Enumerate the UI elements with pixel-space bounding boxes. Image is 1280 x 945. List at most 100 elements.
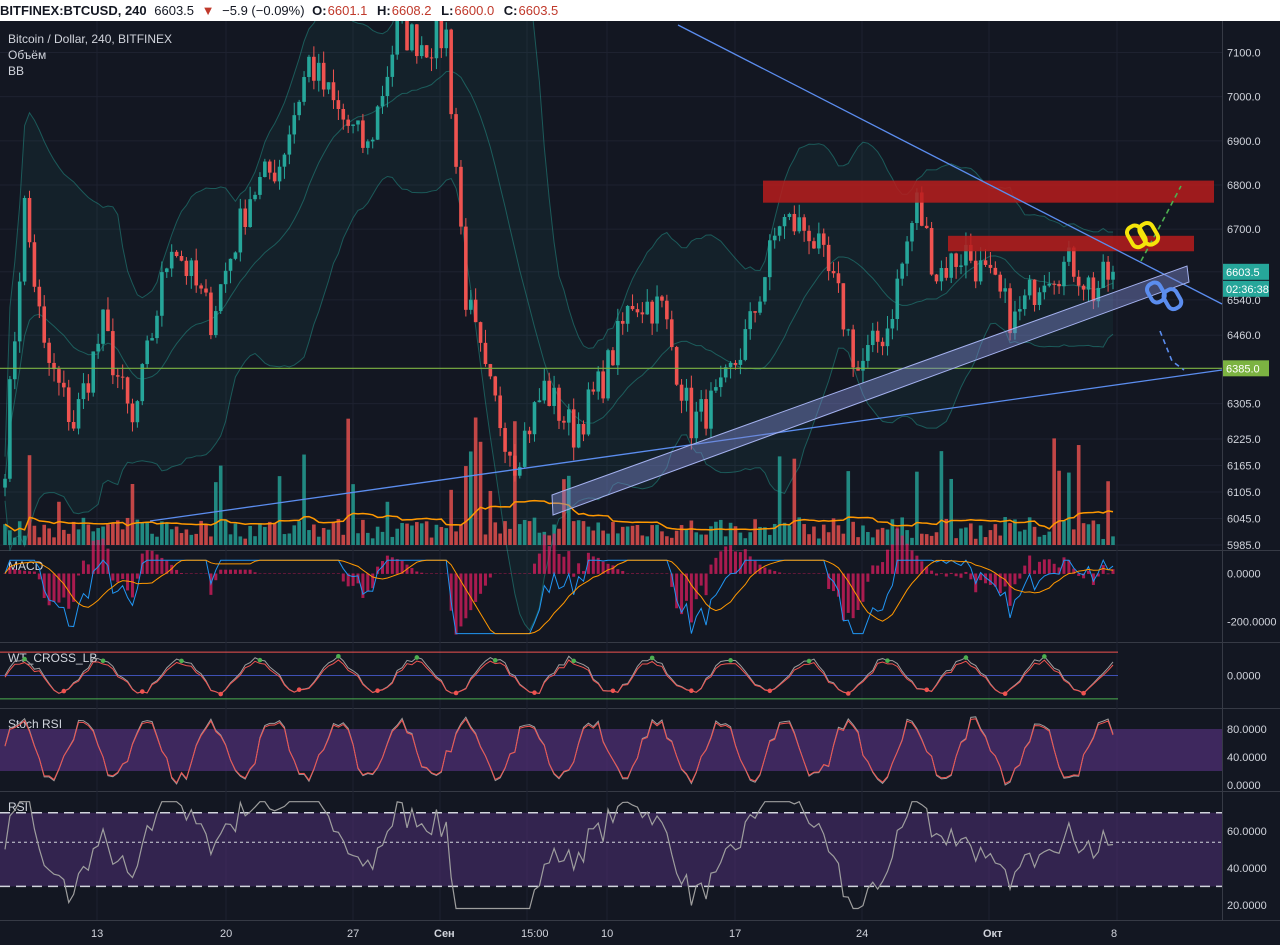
macd-hist-bar (606, 563, 610, 574)
candle-body (797, 217, 802, 232)
macd-hist-bar (645, 573, 649, 574)
candle-body (410, 24, 414, 51)
volume-bar (96, 528, 100, 545)
volume-bar (209, 536, 213, 545)
candle-body (199, 285, 203, 289)
wt-cross-dot (689, 688, 694, 694)
volume-bar (870, 537, 875, 545)
macd-hist-bar (52, 573, 56, 602)
macd-hist-bar (582, 571, 586, 574)
candle-body (513, 455, 517, 476)
candle-body (1013, 311, 1017, 334)
macd-hist-bar (292, 573, 296, 574)
volume-bar (164, 523, 169, 545)
volume-bar (611, 522, 615, 545)
volume-bar (3, 524, 7, 545)
macd-hist-bar (77, 573, 81, 576)
candle-body (243, 208, 248, 228)
volume-bar (130, 483, 135, 545)
volume-bar (508, 528, 512, 545)
candle-body (287, 134, 292, 155)
macd-hist-bar (660, 573, 664, 574)
macd-hist-bar (714, 557, 718, 574)
candle-body (488, 364, 493, 377)
chart-area[interactable]: Bitcoin / Dollar, 240, BITFINEX Объём BB 71… (0, 21, 1280, 945)
bearish-forecast-arrow[interactable] (1159, 330, 1185, 371)
wt-cross-dot (139, 689, 145, 694)
macd-hist-bar (988, 573, 992, 585)
volume-bar (699, 534, 703, 545)
rising-channel[interactable] (551, 265, 1190, 516)
macd-hist-bar (856, 573, 860, 610)
volume-bar (365, 532, 370, 545)
volume-bar (831, 518, 836, 545)
macd-hist-bar (449, 573, 453, 611)
macd-hist-bar (694, 573, 698, 600)
candle-body (655, 296, 659, 324)
candle-body (493, 376, 498, 396)
macd-hist-bar (1057, 567, 1061, 574)
macd-hist-bar (28, 571, 32, 574)
macd-hist-bar (307, 573, 311, 574)
volume-bar (944, 518, 949, 545)
resistance-zone[interactable] (763, 180, 1214, 203)
macd-hist-bar (287, 573, 291, 574)
candle-body (17, 281, 22, 342)
candle-body (1106, 261, 1110, 280)
macd-tick-label: 0.0000 (1227, 568, 1261, 580)
macd-hist-bar (596, 557, 600, 574)
volume-bar (233, 523, 238, 545)
symbol-name[interactable]: BITFINEX:BTCUSD, 240 (0, 3, 147, 18)
candle-body (189, 260, 194, 276)
macd-hist-bar (562, 556, 566, 574)
volume-bar (405, 523, 409, 545)
macd-hist-bar (219, 569, 223, 574)
volume-bar (189, 534, 194, 545)
candle-body (532, 402, 537, 435)
descending-trend-line[interactable] (677, 24, 1223, 305)
price-tick-label: 6700.0 (1227, 224, 1261, 236)
macd-hist-bar (194, 573, 198, 574)
macd-hist-bar (361, 573, 365, 598)
candle-body (630, 305, 635, 310)
macd-hist-bar (376, 566, 380, 574)
volume-bar (449, 489, 453, 545)
macd-hist-bar (611, 565, 615, 574)
macd-hist-bar (454, 573, 458, 635)
candle-body (547, 380, 551, 406)
volume-bar (532, 517, 537, 545)
macd-hist-bar (670, 573, 674, 587)
stoch-band (0, 729, 1222, 771)
volume-bar (253, 536, 257, 545)
time-tick-label: 27 (347, 928, 359, 940)
volume-bar (782, 522, 787, 545)
volume-bar (91, 531, 96, 545)
macd-hist-bar (807, 573, 811, 574)
macd-hist-bar (253, 572, 257, 574)
macd-hist-bar (189, 573, 193, 574)
volume-bar (47, 528, 51, 545)
macd-hist-bar (616, 569, 620, 574)
macd-hist-bar (719, 551, 723, 574)
candle-body (1101, 261, 1105, 288)
volume-bar (753, 519, 757, 545)
wt-cross-dot (610, 688, 616, 694)
macd-hist-bar (135, 573, 139, 579)
macd-hist-bar (621, 571, 625, 574)
wt-cross-dot (492, 658, 498, 663)
volume-bar (370, 538, 375, 545)
high-label: H: (377, 3, 391, 18)
volume-bar (1106, 481, 1110, 545)
wt-cross-dot (61, 688, 67, 694)
candle-body (214, 311, 218, 336)
candle-body (934, 274, 939, 282)
bullish-forecast-arrow[interactable] (1140, 185, 1182, 262)
candle-body (1076, 276, 1081, 286)
candle-body (660, 296, 664, 301)
candle-body (424, 45, 429, 58)
volume-bar (135, 519, 140, 545)
candle-body (32, 242, 37, 287)
volume-bar (316, 536, 321, 545)
candle-body (718, 377, 723, 388)
ascending-trend-line[interactable] (149, 369, 1223, 522)
